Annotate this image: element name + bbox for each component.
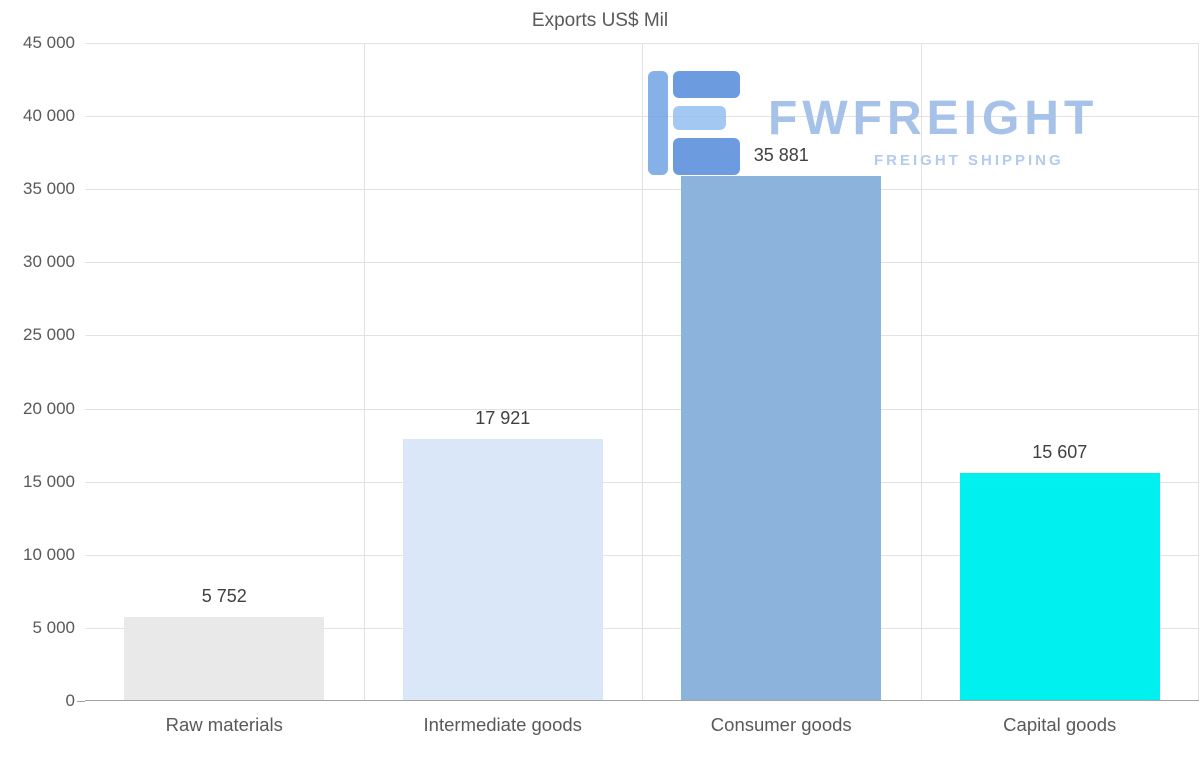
gridline-horizontal [85,116,1199,118]
y-tick-label: 10 000 [23,544,75,564]
gridline-vertical [363,43,365,701]
gridline-vertical [1198,43,1199,701]
x-tick-label: Consumer goods [710,714,852,735]
y-tick-label: 15 000 [23,471,75,491]
bar-value-label: 5 752 [201,585,247,606]
watermark-brand: FWFREIGHT [768,92,1099,145]
bar-value-label: 15 607 [1032,441,1088,462]
gridline-vertical [642,43,643,701]
x-tick-label: Raw materials [165,714,283,735]
bar-consumer-goods [681,176,882,701]
gridline-horizontal [85,189,1199,191]
chart-title: Exports US$ Mil [531,10,669,31]
y-tick-label: 30 000 [23,252,75,272]
gridline-vertical [920,43,922,701]
bar-value-label: 17 921 [475,407,531,428]
y-tick-label: 5 000 [32,617,75,637]
x-axis: Raw materials Intermediate goods Consumer … [85,712,1199,752]
y-axis: 0 5 000 10 000 15 000 20 000 25 000 30 000 35 0… [0,0,75,763]
plot-area: FWFREIGHT FREIGHT SHIPPING 5 752 17 921 35… [85,43,1199,701]
bar-capital-goods [959,472,1160,701]
gridline-horizontal [85,335,1199,337]
gridline-horizontal [85,408,1199,410]
y-tick-label: 35 000 [23,179,75,199]
gridline-horizontal [85,43,1199,44]
gridline-horizontal [85,554,1199,556]
watermark-tagline: FREIGHT SHIPPING [874,152,1064,169]
bar-value-label: 35 881 [753,145,809,166]
x-tick-label: Capital goods [1003,714,1117,735]
y-tick-label: 0 [65,691,75,710]
y-tick-label: 20 000 [23,398,75,418]
y-tick-label: 45 000 [23,33,75,52]
gridline-horizontal [85,262,1199,264]
y-tick-label: 40 000 [23,106,75,126]
bar-raw-materials [124,616,325,701]
y-tick-label: 25 000 [23,325,75,345]
x-axis-line [85,700,1199,701]
x-tick-label: Intermediate goods [423,714,582,735]
watermark: FWFREIGHT FREIGHT SHIPPING [648,67,1098,179]
fwfreight-logo-icon [648,71,740,175]
bar-intermediate-goods [402,438,603,701]
y-axis-zero-tick [77,701,85,702]
watermark-text: FWFREIGHT FREIGHT SHIPPING [768,92,1099,170]
gridline-horizontal [85,627,1199,629]
gridline-horizontal [85,481,1199,483]
